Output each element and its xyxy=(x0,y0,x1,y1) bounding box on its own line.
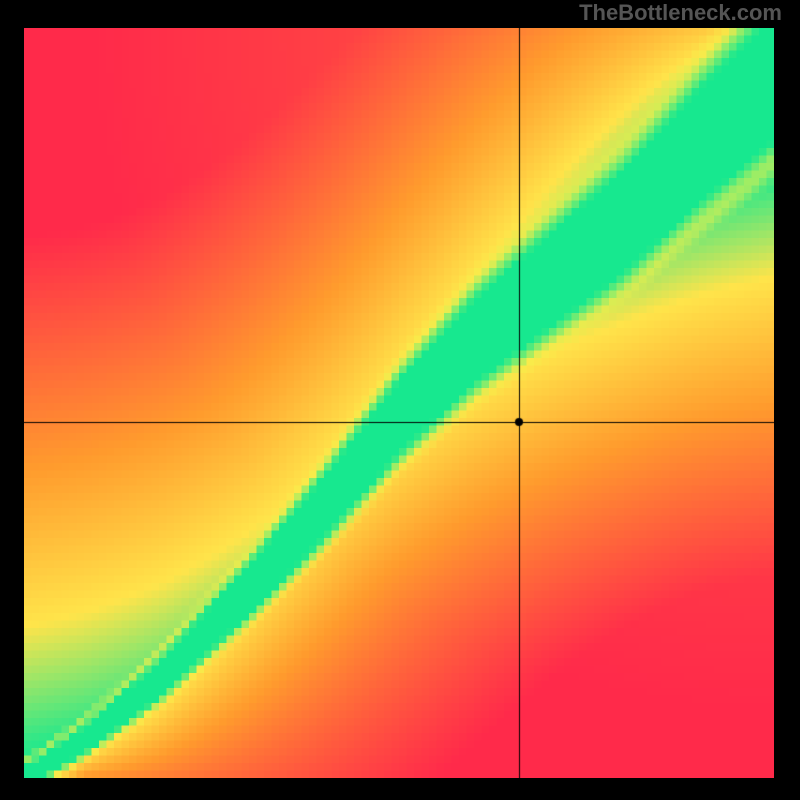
root-container: TheBottleneck.com xyxy=(0,0,800,800)
watermark-text: TheBottleneck.com xyxy=(579,0,782,26)
crosshair-overlay xyxy=(24,28,774,778)
